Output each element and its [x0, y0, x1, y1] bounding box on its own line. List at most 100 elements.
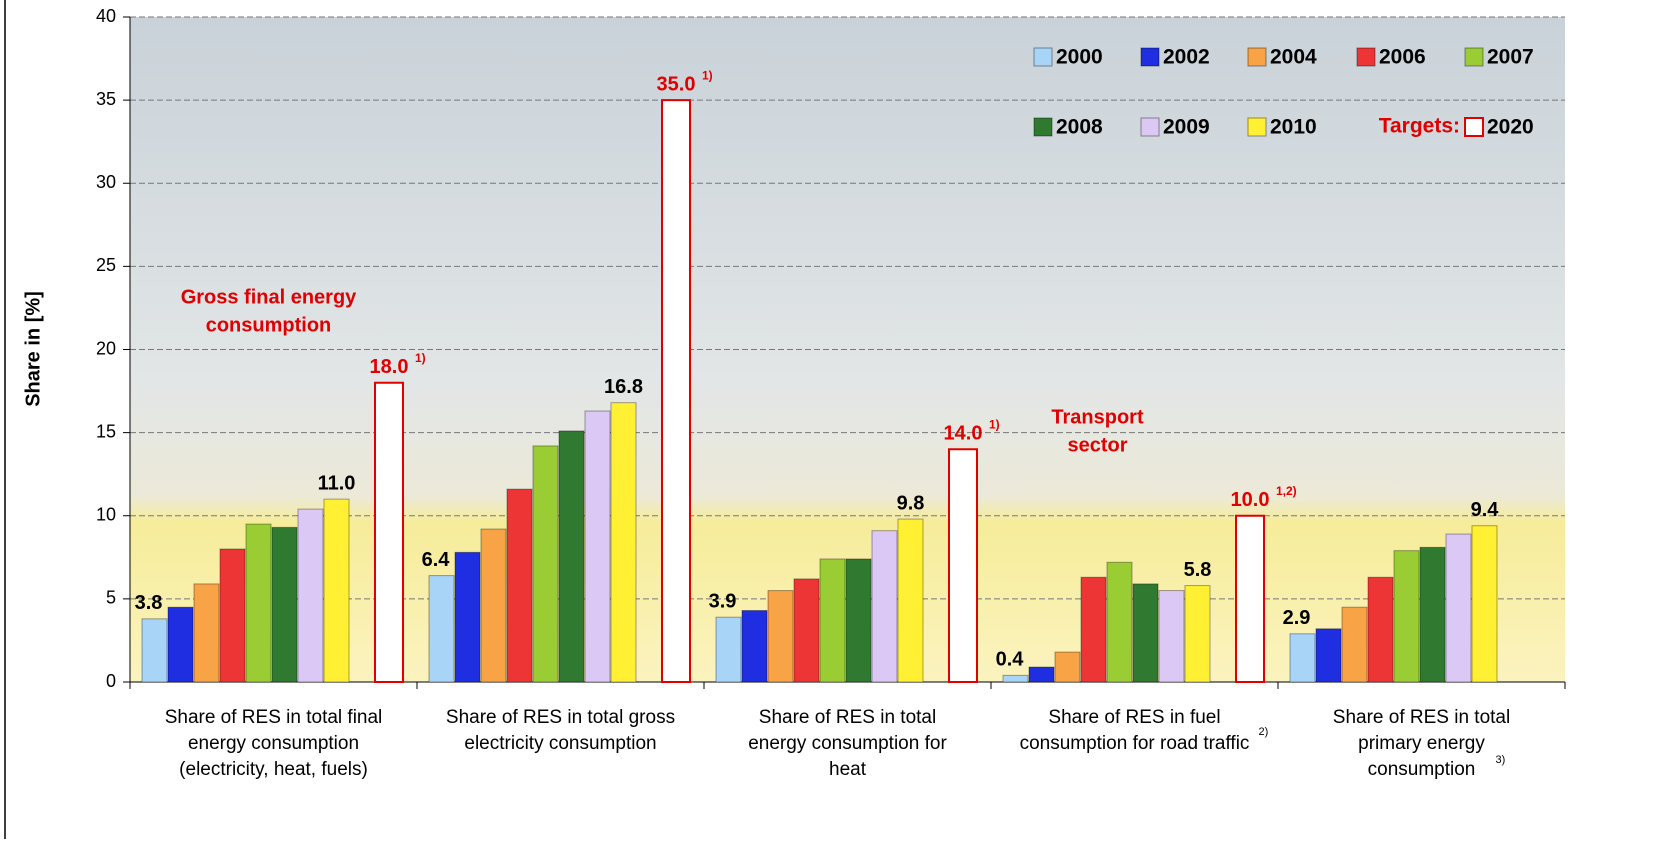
legend-targets-label: Targets: — [1379, 115, 1460, 138]
value-label: 9.8 — [897, 492, 925, 514]
x-tick-label: Share of RES in total final — [165, 707, 383, 728]
legend-label: 2002 — [1163, 46, 1210, 69]
bar — [1446, 534, 1471, 682]
x-tick-label: primary energy — [1358, 733, 1485, 754]
legend-swatch — [1248, 48, 1266, 66]
bar — [1133, 584, 1158, 682]
bar — [246, 524, 271, 682]
bar — [194, 584, 219, 682]
y-tick-label: 35 — [96, 89, 116, 109]
x-tick-label: consumption — [1368, 759, 1476, 780]
value-label: 35.0 — [657, 73, 696, 95]
bar — [768, 591, 793, 682]
bar — [1290, 634, 1315, 682]
legend-swatch — [1141, 118, 1159, 136]
legend-swatch — [1465, 118, 1483, 136]
x-tick-label: (electricity, heat, fuels) — [179, 759, 368, 780]
bar — [1029, 667, 1054, 682]
legend-label: 2008 — [1056, 116, 1103, 139]
bar — [1342, 607, 1367, 682]
legend-label: 2010 — [1270, 116, 1317, 139]
bar — [1185, 586, 1210, 682]
annotation: Transport — [1051, 406, 1144, 428]
bar — [716, 617, 741, 682]
value-label: 10.0 — [1231, 489, 1270, 511]
bar — [481, 529, 506, 682]
x-tick-label: energy consumption — [188, 733, 359, 754]
legend-swatch — [1465, 48, 1483, 66]
x-tick-label: electricity consumption — [464, 733, 656, 754]
value-label: 6.4 — [422, 549, 451, 571]
bar — [1159, 591, 1184, 682]
bar — [533, 446, 558, 682]
value-label: 14.0 — [944, 423, 983, 445]
value-note: 1) — [989, 417, 1000, 431]
bar — [559, 431, 584, 682]
legend-swatch — [1034, 118, 1052, 136]
value-label: 9.4 — [1471, 499, 1500, 521]
value-label: 18.0 — [370, 356, 409, 378]
category-note: 2) — [1259, 726, 1269, 738]
bar — [455, 552, 480, 682]
y-tick-label: 30 — [96, 172, 116, 192]
annotation: sector — [1067, 434, 1127, 456]
x-tick-label: Share of RES in total gross — [446, 707, 675, 728]
x-tick-label: heat — [829, 759, 867, 780]
bar — [375, 383, 403, 682]
y-axis-label: Share in [%] — [22, 291, 44, 407]
bar — [1368, 577, 1393, 682]
value-note: 1) — [415, 351, 426, 365]
legend-label: 2006 — [1379, 46, 1426, 69]
category-note: 3) — [1496, 754, 1506, 766]
bar — [585, 411, 610, 682]
y-tick-label: 10 — [96, 505, 116, 525]
bar — [1316, 629, 1341, 682]
value-note: 1,2) — [1276, 484, 1297, 498]
value-label: 0.4 — [996, 649, 1025, 671]
y-tick-label: 15 — [96, 421, 116, 441]
bar — [1236, 516, 1264, 682]
bar — [272, 527, 297, 682]
y-tick-label: 0 — [106, 671, 116, 691]
value-label: 3.8 — [135, 592, 163, 614]
bar — [1472, 526, 1497, 682]
bar — [142, 619, 167, 682]
legend-swatch — [1248, 118, 1266, 136]
y-tick-label: 5 — [106, 588, 116, 608]
bar — [298, 509, 323, 682]
legend-label: 2007 — [1487, 46, 1534, 69]
value-note: 1) — [702, 68, 713, 82]
x-tick-label: Share of RES in fuel — [1048, 707, 1220, 728]
bar — [168, 607, 193, 682]
y-tick-label: 40 — [96, 6, 116, 26]
x-tick-label: Share of RES in total — [1333, 707, 1510, 728]
legend-swatch — [1141, 48, 1159, 66]
legend-swatch — [1034, 48, 1052, 66]
bar — [324, 499, 349, 682]
value-label: 2.9 — [1283, 607, 1311, 629]
annotation: consumption — [206, 314, 332, 336]
value-label: 11.0 — [318, 472, 356, 494]
bar — [949, 449, 977, 682]
legend-swatch — [1357, 48, 1375, 66]
page: Share in [%] 0510152025303540Share of RE… — [0, 0, 1671, 844]
x-tick-label: consumption for road traffic — [1020, 733, 1250, 754]
bar — [1394, 551, 1419, 682]
chart: Share in [%] 0510152025303540Share of RE… — [0, 0, 1671, 839]
bar — [662, 100, 690, 682]
y-tick-label: 20 — [96, 338, 116, 358]
bar — [1107, 562, 1132, 682]
value-label: 16.8 — [604, 376, 643, 398]
legend-label: 2004 — [1270, 46, 1317, 69]
bar — [820, 559, 845, 682]
x-tick-label: energy consumption for — [748, 733, 947, 754]
bar — [872, 531, 897, 682]
bar — [1081, 577, 1106, 682]
bar — [794, 579, 819, 682]
x-tick-label: Share of RES in total — [759, 707, 936, 728]
bar — [611, 403, 636, 682]
bar — [898, 519, 923, 682]
value-label: 5.8 — [1184, 559, 1212, 581]
bar — [846, 559, 871, 682]
legend-label: 2009 — [1163, 116, 1210, 139]
